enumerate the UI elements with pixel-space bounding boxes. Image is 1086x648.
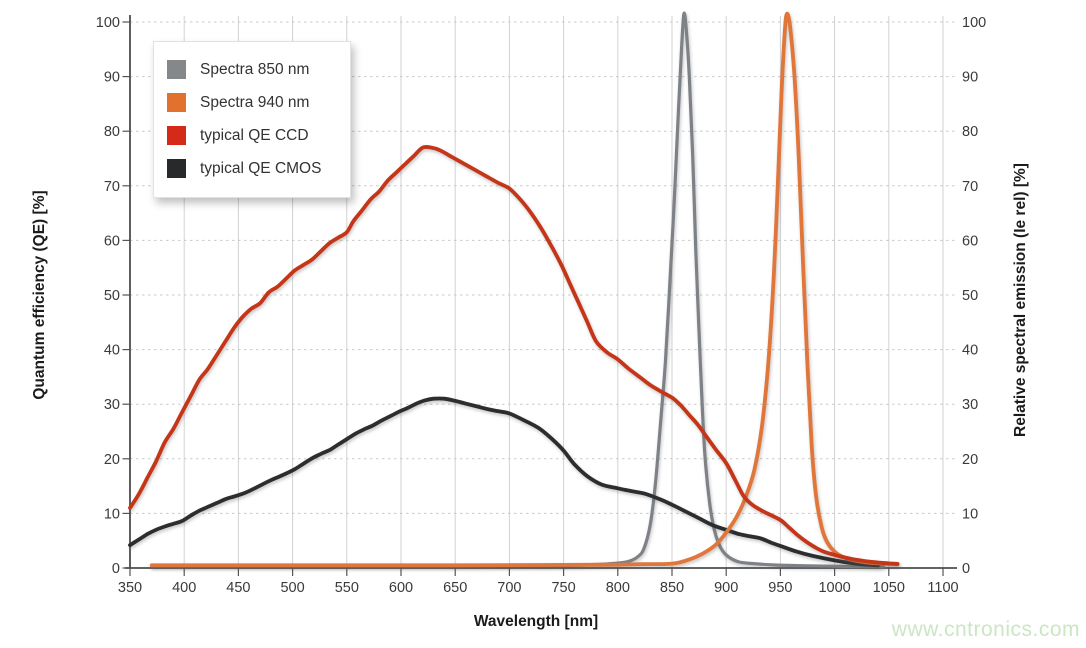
x-tick-label: 750 xyxy=(551,580,575,596)
x-tick-label: 650 xyxy=(443,580,467,596)
y-tick-label-left: 80 xyxy=(104,124,120,140)
legend-label: typical QE CMOS xyxy=(200,159,322,177)
y-tick-label-right: 90 xyxy=(962,70,978,86)
legend-item: typical QE CMOS xyxy=(167,152,337,185)
watermark: www.cntronics.com xyxy=(891,618,1080,641)
y-tick-label-left: 30 xyxy=(104,397,120,413)
y-tick-label-left: 60 xyxy=(104,233,120,249)
x-tick-label: 900 xyxy=(714,580,738,596)
x-tick-label: 800 xyxy=(606,580,630,596)
y-tick-label-left: 100 xyxy=(96,15,120,31)
x-tick-label: 850 xyxy=(660,580,684,596)
legend-item: Spectra 940 nm xyxy=(167,86,337,119)
y-tick-label-right: 30 xyxy=(962,397,978,413)
y-tick-label-right: 10 xyxy=(962,506,978,522)
legend-swatch-icon xyxy=(167,93,186,112)
x-tick-label: 600 xyxy=(389,580,413,596)
y-tick-label-right: 100 xyxy=(962,15,986,31)
y-axis-label-right: Relative spectral emission (Ie rel) [%] xyxy=(1012,163,1029,437)
legend-label: Spectra 940 nm xyxy=(200,93,310,111)
x-tick-label: 450 xyxy=(226,580,250,596)
y-tick-label-right: 80 xyxy=(962,124,978,140)
y-tick-label-right: 0 xyxy=(962,561,970,577)
y-tick-label-left: 70 xyxy=(104,179,120,195)
x-tick-label: 1100 xyxy=(927,580,958,596)
curve-spectra-940-nm xyxy=(149,11,900,568)
y-tick-label-right: 40 xyxy=(962,343,978,359)
legend-swatch-icon xyxy=(167,126,186,145)
y-axis-label-left: Quantum efficiency (QE) [%] xyxy=(31,190,48,400)
legend-swatch-icon xyxy=(167,159,186,178)
curve-typical-qe-cmos xyxy=(128,396,880,568)
y-tick-label-right: 50 xyxy=(962,288,978,304)
curve-typical-qe-ccd xyxy=(128,144,900,566)
legend-item: typical QE CCD xyxy=(167,119,337,152)
x-tick-label: 950 xyxy=(768,580,792,596)
y-tick-label-left: 90 xyxy=(104,70,120,86)
legend: Spectra 850 nm Spectra 940 nm typical QE C… xyxy=(153,41,351,198)
legend-label: Spectra 850 nm xyxy=(200,60,310,78)
x-tick-label: 700 xyxy=(497,580,521,596)
x-tick-label: 350 xyxy=(118,580,142,596)
x-tick-label: 1050 xyxy=(873,580,905,596)
legend-swatch-icon xyxy=(167,60,186,79)
y-tick-label-left: 50 xyxy=(104,288,120,304)
legend-item: Spectra 850 nm xyxy=(167,53,337,86)
y-tick-label-right: 70 xyxy=(962,179,978,195)
x-tick-label: 1000 xyxy=(818,580,850,596)
y-tick-label-left: 10 xyxy=(104,506,120,522)
y-tick-label-left: 40 xyxy=(104,343,120,359)
y-tick-label-left: 0 xyxy=(112,561,120,577)
x-tick-label: 550 xyxy=(335,580,359,596)
x-tick-label: 500 xyxy=(280,580,304,596)
legend-label: typical QE CCD xyxy=(200,126,309,144)
x-axis-label: Wavelength [nm] xyxy=(473,613,599,630)
y-tick-label-left: 20 xyxy=(104,452,120,468)
y-tick-label-right: 60 xyxy=(962,233,978,249)
x-tick-label: 400 xyxy=(172,580,196,596)
y-tick-label-right: 20 xyxy=(962,452,978,468)
